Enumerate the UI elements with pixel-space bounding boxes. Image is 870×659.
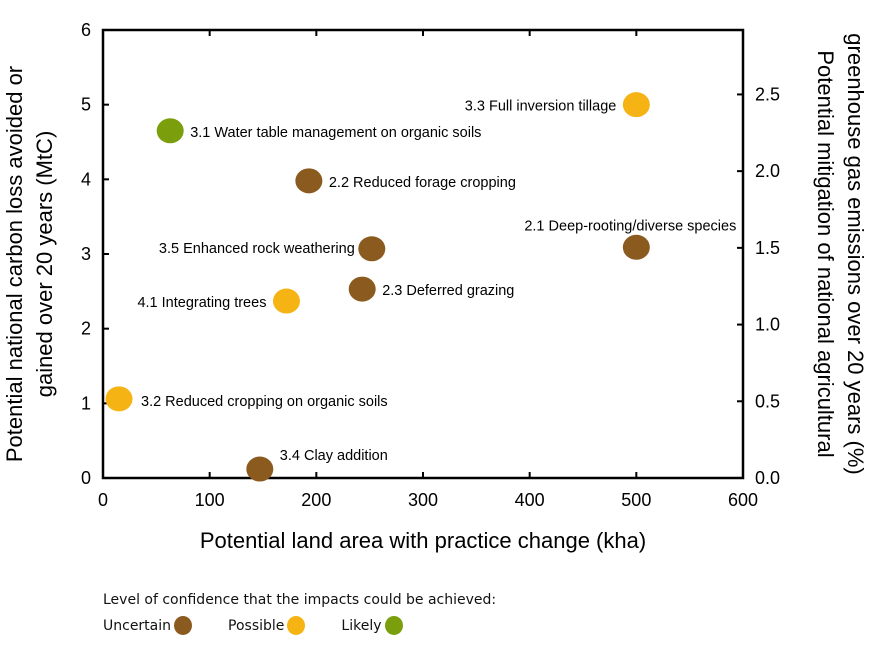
y-tick-label: 4 <box>81 169 91 189</box>
data-point-label: 3.5 Enhanced rock weathering <box>159 241 355 257</box>
data-point <box>246 456 274 482</box>
data-point <box>272 288 300 314</box>
legend: Level of confidence that the impacts cou… <box>103 592 496 635</box>
legend-marker-likely <box>384 616 403 635</box>
x-tick-label: 200 <box>301 490 331 510</box>
data-point <box>156 118 184 144</box>
data-point <box>358 236 386 262</box>
data-point-label: 3.2 Reduced cropping on organic soils <box>141 394 388 410</box>
y2-tick-label: 2.0 <box>755 161 780 181</box>
data-point-label: 2.2 Reduced forage cropping <box>329 175 516 191</box>
y2-tick-label: 1.5 <box>755 238 780 258</box>
x-tick-label: 100 <box>195 490 225 510</box>
y-axis-title: Potential national carbon loss avoided o… <box>2 66 27 462</box>
data-point <box>622 92 650 118</box>
y-tick-label: 1 <box>81 393 91 413</box>
legend-marker-uncertain <box>174 616 193 635</box>
data-point-label: 3.1 Water table management on organic so… <box>190 125 481 141</box>
y2-tick-label: 0.5 <box>755 391 780 411</box>
x-tick-label: 300 <box>408 490 438 510</box>
data-point <box>348 276 376 302</box>
data-point-label: 4.1 Integrating trees <box>137 295 266 311</box>
legend-label-possible: Possible <box>228 617 285 634</box>
x-tick-label: 500 <box>621 490 651 510</box>
y2-tick-label: 0.0 <box>755 468 780 488</box>
y-tick-label: 6 <box>81 20 91 40</box>
y2-tick-label: 2.5 <box>755 84 780 104</box>
y2-axis-title: Potential mitigation of national agricul… <box>813 50 838 457</box>
data-point <box>295 168 323 194</box>
y-tick-label: 0 <box>81 468 91 488</box>
data-point-label: 2.1 Deep-rooting/diverse species <box>524 218 736 234</box>
y-tick-label: 3 <box>81 244 91 264</box>
legend-label-likely: Likely <box>341 617 382 634</box>
x-axis-title: Potential land area with practice change… <box>200 528 646 553</box>
legend-marker-possible <box>287 616 306 635</box>
data-point-label: 3.3 Full inversion tillage <box>465 99 617 115</box>
data-point <box>622 234 650 260</box>
data-point <box>105 386 133 412</box>
y-axis-title: gained over 20 years (MtC) <box>32 131 57 398</box>
y-tick-label: 2 <box>81 319 91 339</box>
data-point-label: 3.4 Clay addition <box>280 448 388 464</box>
x-tick-label: 600 <box>728 490 758 510</box>
x-tick-label: 0 <box>98 490 108 510</box>
y2-axis-title: greenhouse gas emissions over 20 years (… <box>843 33 868 474</box>
y2-tick-label: 1.0 <box>755 315 780 335</box>
data-point-label: 2.3 Deferred grazing <box>382 283 514 299</box>
legend-label-uncertain: Uncertain <box>103 617 172 634</box>
legend-title: Level of confidence that the impacts cou… <box>103 592 497 608</box>
y-tick-label: 5 <box>81 95 91 115</box>
x-tick-label: 400 <box>515 490 545 510</box>
